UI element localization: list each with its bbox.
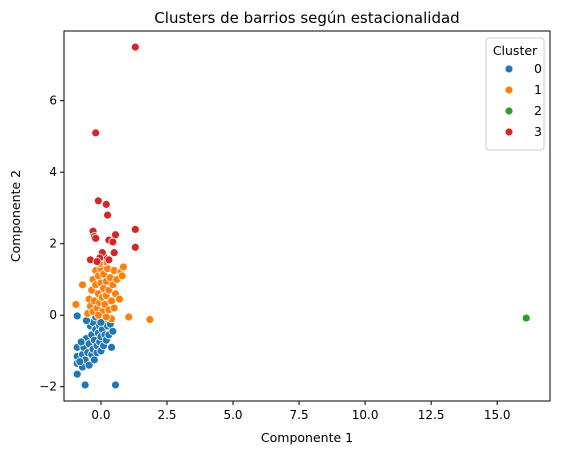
x-tick-label: 2.5 <box>157 408 176 422</box>
legend-items: 0 1 2 3 <box>504 61 542 139</box>
point-cluster-0 <box>80 380 90 390</box>
x-tick-label: 15.0 <box>484 408 511 422</box>
y-tick-label: 2 <box>49 237 57 251</box>
point-cluster-1 <box>115 294 124 304</box>
point-cluster-1 <box>109 303 119 313</box>
point-cluster-3 <box>109 248 119 258</box>
legend-box <box>485 37 545 151</box>
point-cluster-2 <box>521 313 531 323</box>
point-cluster-1 <box>119 262 128 272</box>
point-cluster-0 <box>111 380 120 390</box>
legend-label-3: 3 <box>534 124 542 139</box>
x-tick-label: 0.0 <box>91 408 110 422</box>
x-tick-label: 10.0 <box>352 408 379 422</box>
point-cluster-3 <box>130 42 140 52</box>
x-axis: 0.0 2.5 5.0 7.5 10.0 12.5 15.0 <box>91 401 511 422</box>
point-cluster-0 <box>72 311 82 321</box>
point-cluster-0 <box>72 369 82 379</box>
point-cluster-3 <box>93 196 103 206</box>
point-cluster-3 <box>130 242 140 252</box>
legend-marker-2 <box>504 106 514 116</box>
point-cluster-3 <box>130 225 140 234</box>
point-cluster-3 <box>103 210 112 220</box>
y-tick-label: 4 <box>49 165 57 179</box>
point-cluster-1 <box>117 271 127 281</box>
legend-marker-1 <box>504 85 514 95</box>
x-axis-label: Componente 1 <box>261 430 353 445</box>
point-cluster-3 <box>101 199 111 209</box>
point-cluster-3 <box>91 233 101 243</box>
point-cluster-1 <box>101 312 111 322</box>
y-tick-label: −2 <box>39 380 57 394</box>
x-tick-label: 12.5 <box>418 408 445 422</box>
point-cluster-1 <box>71 300 81 309</box>
point-cluster-1 <box>78 280 87 290</box>
legend-label-1: 1 <box>534 82 542 97</box>
legend: Cluster 0 1 2 3 <box>485 37 545 151</box>
y-tick-label: 6 <box>49 94 57 108</box>
legend-title: Cluster <box>493 43 538 58</box>
point-cluster-0 <box>76 337 86 347</box>
point-cluster-1 <box>145 315 155 324</box>
legend-label-2: 2 <box>534 103 542 118</box>
x-tick-label: 5.0 <box>223 408 242 422</box>
plot-points <box>71 42 531 390</box>
legend-marker-0 <box>504 64 514 74</box>
point-cluster-0 <box>82 316 91 325</box>
point-cluster-0 <box>108 326 118 336</box>
y-axis-label: Componente 2 <box>8 170 23 262</box>
y-axis: −2 0 2 4 6 <box>39 94 64 394</box>
point-cluster-3 <box>111 230 120 240</box>
point-cluster-3 <box>91 128 101 138</box>
point-cluster-3 <box>104 255 114 265</box>
chart-title: Clusters de barrios según estacionalidad <box>154 9 459 27</box>
legend-label-0: 0 <box>534 61 542 76</box>
point-cluster-0 <box>84 360 94 370</box>
point-cluster-0 <box>75 357 85 367</box>
y-tick-label: 0 <box>49 308 57 322</box>
point-cluster-3 <box>92 257 102 266</box>
point-cluster-1 <box>124 312 134 322</box>
plot-frame <box>63 30 551 402</box>
x-tick-label: 7.5 <box>290 408 309 422</box>
point-cluster-1 <box>93 310 103 320</box>
legend-marker-3 <box>504 127 514 137</box>
point-cluster-0 <box>107 342 116 352</box>
